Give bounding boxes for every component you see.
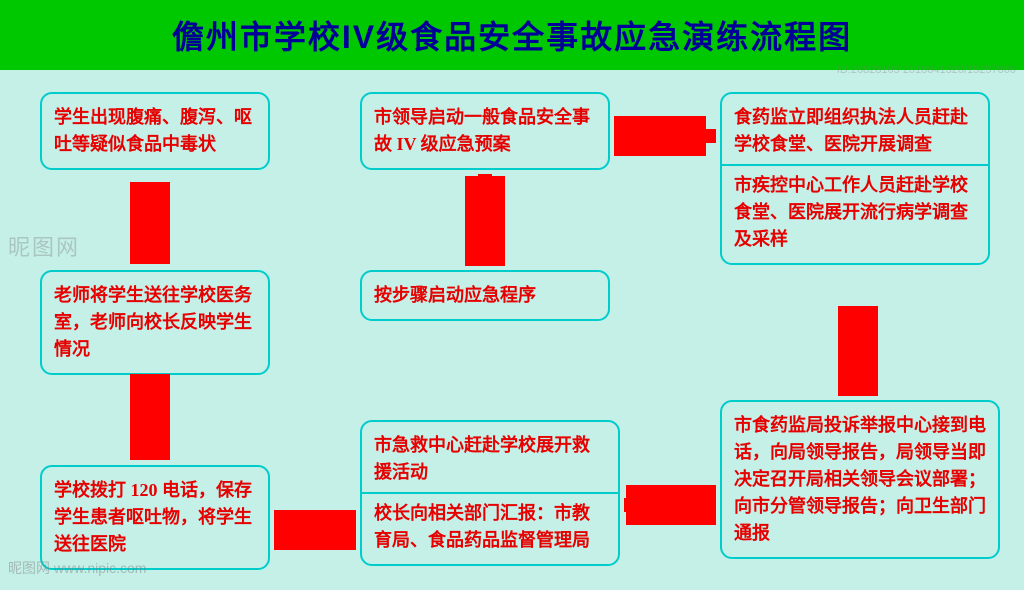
- node-student-symptoms: 学生出现腹痛、腹泻、呕吐等疑似食品中毒状: [40, 92, 270, 170]
- node-text: 市领导启动一般食品安全事故 IV 级应急预案: [374, 107, 590, 154]
- node-text: 校长向相关部门汇报：市教育局、食品药品监督管理局: [374, 503, 590, 550]
- node-text: 学校拨打 120 电话，保存学生患者呕吐物，将学生送往医院: [54, 480, 252, 554]
- watermark-bottom: 昵图网 www.nipic.com: [8, 558, 146, 578]
- watermark-id: ID:26828165 2018041320/15257000: [837, 64, 1016, 76]
- node-text: 市急救中心赶赴学校展开救援活动: [374, 435, 590, 482]
- node-text: 市食药监局投诉举报中心接到电话，向局领导报告，局领导当即决定召开局相关领导会议部…: [734, 415, 986, 543]
- node-call-120: 学校拨打 120 电话，保存学生患者呕吐物，将学生送往医院: [40, 465, 270, 570]
- arrow-down-1: [130, 182, 170, 264]
- node-complaint-center: 市食药监局投诉举报中心接到电话，向局领导报告，局领导当即决定召开局相关领导会议部…: [720, 400, 1000, 559]
- watermark-left: 昵图网: [8, 230, 80, 262]
- node-investigation: 食药监立即组织执法人员赶赴学校食堂、医院开展调查 市疾控中心工作人员赶赴学校食堂…: [720, 92, 990, 265]
- node-text: 老师将学生送往学校医务室，老师向校长反映学生情况: [54, 285, 252, 359]
- arrow-down-3: [465, 174, 505, 266]
- arrow-right-2: [624, 485, 716, 525]
- node-divider: [362, 492, 618, 494]
- node-start-procedure: 按步骤启动应急程序: [360, 270, 610, 321]
- arrow-up-1: [838, 306, 878, 396]
- node-text: 学生出现腹痛、腹泻、呕吐等疑似食品中毒状: [54, 107, 252, 154]
- node-teacher-report: 老师将学生送往学校医务室，老师向校长反映学生情况: [40, 270, 270, 375]
- flowchart-canvas: 学生出现腹痛、腹泻、呕吐等疑似食品中毒状 老师将学生送往学校医务室，老师向校长反…: [0, 70, 1024, 590]
- arrow-left-1: [614, 116, 716, 156]
- node-text: 市疾控中心工作人员赶赴学校食堂、医院展开流行病学调查及采样: [734, 175, 968, 249]
- page-title: 儋州市学校IV级食品安全事故应急演练流程图: [0, 0, 1024, 70]
- arrow-right-1: [274, 510, 356, 550]
- arrow-down-2: [130, 374, 170, 460]
- node-text: 按步骤启动应急程序: [374, 285, 536, 305]
- node-text: 食药监立即组织执法人员赶赴学校食堂、医院开展调查: [734, 107, 968, 154]
- node-city-leader-plan: 市领导启动一般食品安全事故 IV 级应急预案: [360, 92, 610, 170]
- node-rescue-and-report: 市急救中心赶赴学校展开救援活动 校长向相关部门汇报：市教育局、食品药品监督管理局: [360, 420, 620, 566]
- node-divider: [722, 164, 988, 166]
